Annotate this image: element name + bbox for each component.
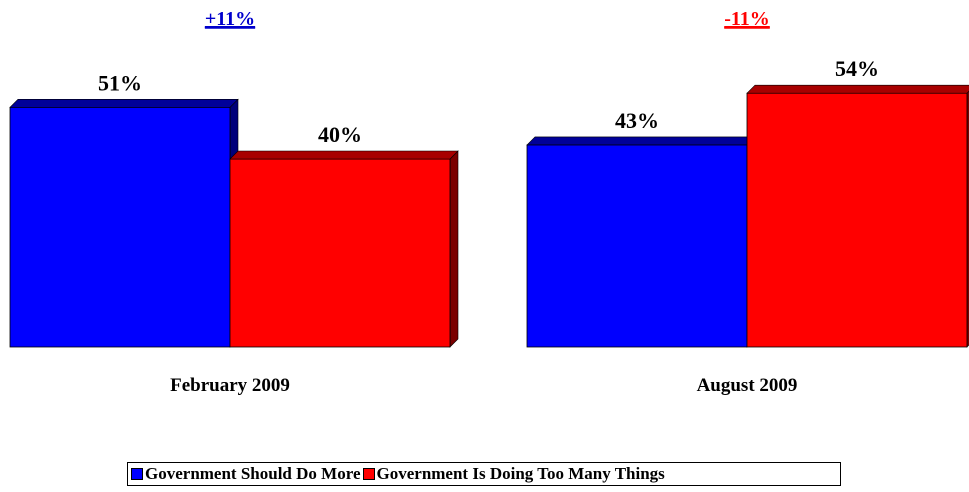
legend-item-series1: Government Should Do More xyxy=(131,464,361,484)
value-label-1-2: 43% xyxy=(615,108,659,133)
bar-2-1-top xyxy=(229,150,459,160)
bar-2-1-side xyxy=(449,150,459,348)
legend-label-series2: Government Is Doing Too Many Things xyxy=(376,464,665,483)
bar-1-2 xyxy=(526,144,748,348)
annotation-1: +11% xyxy=(205,8,255,30)
bar-chart: 51% 40% February 2009 +11% 43% 54% August 2009… xyxy=(9,8,969,396)
value-label-1-1: 51% xyxy=(98,70,142,95)
bar-2-2 xyxy=(746,92,968,348)
chart-legend: Government Should Do More Government Is … xyxy=(127,462,841,486)
legend-swatch-series1 xyxy=(131,468,143,480)
value-label-2-2: 54% xyxy=(835,56,879,81)
category-label-2: August 2009 xyxy=(697,375,798,396)
bar-1-2-top xyxy=(526,136,756,146)
bar-2-1 xyxy=(229,158,451,348)
bar-1-1-top xyxy=(9,99,239,108)
legend-label-series1: Government Should Do More xyxy=(145,464,361,483)
value-label-2-1: 40% xyxy=(318,122,362,147)
bar-1-1 xyxy=(9,106,231,348)
annotation-2: -11% xyxy=(724,8,770,30)
legend-swatch-series2 xyxy=(362,468,375,480)
category-label-1: February 2009 xyxy=(170,375,290,396)
bar-2-2-top xyxy=(746,84,969,94)
legend-item-series2: Government Is Doing Too Many Things xyxy=(362,464,665,484)
